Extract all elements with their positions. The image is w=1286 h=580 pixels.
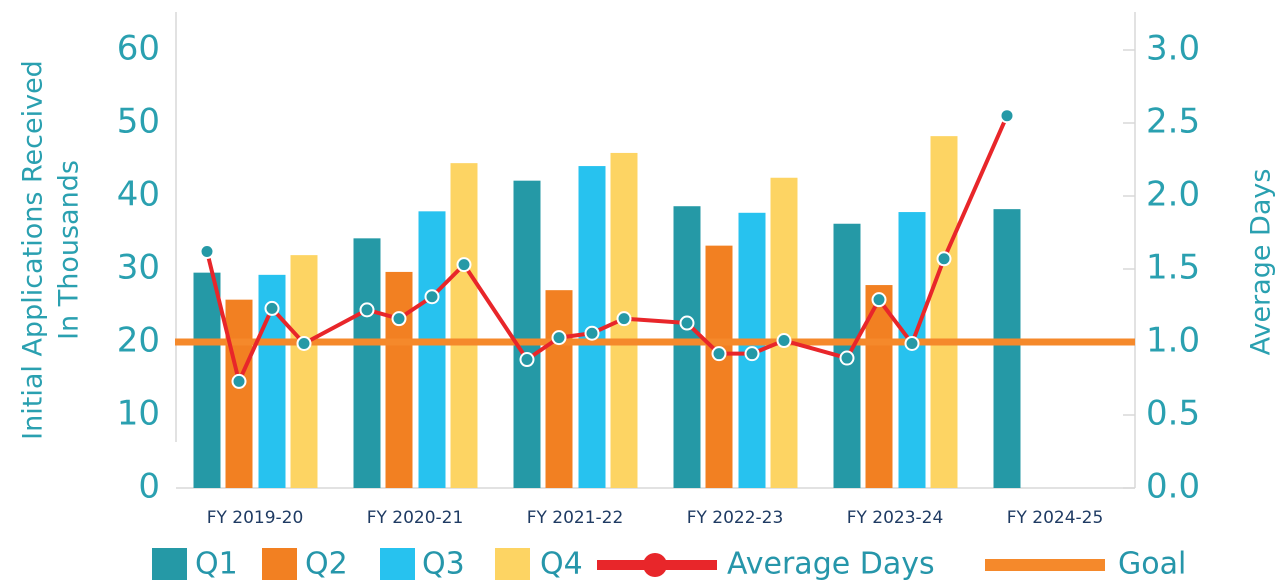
bar xyxy=(930,136,958,488)
x-tick-label: FY 2022-23 xyxy=(687,508,784,528)
x-tick-label: FY 2021-22 xyxy=(527,508,624,528)
average-days-marker xyxy=(904,335,920,351)
average-days-marker xyxy=(264,300,280,316)
bar xyxy=(385,271,413,488)
average-days-marker xyxy=(871,292,887,308)
average-days-marker xyxy=(679,315,695,331)
legend-label: Q4 xyxy=(540,547,583,580)
average-days-marker xyxy=(711,346,727,362)
x-tick-label: FY 2020-21 xyxy=(367,508,464,528)
bar xyxy=(450,163,478,488)
y-tick-label: 40 xyxy=(117,175,160,215)
y-tick-label: 60 xyxy=(117,29,160,69)
y2-tick-label: 1.5 xyxy=(1146,248,1200,288)
legend-swatch xyxy=(152,548,187,580)
legend-label: Q1 xyxy=(195,547,238,580)
y2-tick-label: 2.0 xyxy=(1146,175,1200,215)
average-days-marker xyxy=(424,289,440,305)
y2-tick-label: 3.0 xyxy=(1146,29,1200,69)
x-tick-label: FY 2024-25 xyxy=(1007,508,1104,528)
bar xyxy=(705,245,733,488)
average-days-marker xyxy=(999,108,1015,124)
y-tick-label: 30 xyxy=(117,248,160,288)
legend-swatch xyxy=(380,548,415,580)
y-tick-label: 10 xyxy=(117,394,160,434)
average-days-marker xyxy=(391,311,407,327)
x-tick-label: FY 2019-20 xyxy=(207,508,304,528)
bar xyxy=(513,180,541,489)
legend-swatch xyxy=(262,548,297,580)
average-days-marker xyxy=(616,311,632,327)
y2-axis-label: Average Days xyxy=(1246,169,1277,356)
bar xyxy=(993,209,1021,488)
y-axis-label: Initial Applications Received xyxy=(18,60,49,440)
average-days-marker xyxy=(199,243,215,259)
average-days-marker xyxy=(359,302,375,318)
y2-tick-label: 0.5 xyxy=(1146,394,1200,434)
legend-swatch xyxy=(495,548,530,580)
legend-label: Average Days xyxy=(727,547,935,580)
y2-tick-label: 0.0 xyxy=(1146,467,1200,507)
average-days-marker xyxy=(744,346,760,362)
legend-label: Q3 xyxy=(422,547,465,580)
average-days-marker xyxy=(296,335,312,351)
average-days-marker xyxy=(776,333,792,349)
average-days-marker xyxy=(551,330,567,346)
bar xyxy=(418,211,446,488)
average-days-marker xyxy=(936,251,952,267)
bar xyxy=(353,238,381,488)
y-tick-label: 50 xyxy=(117,102,160,142)
average-days-marker xyxy=(231,373,247,389)
legend-marker xyxy=(643,553,667,577)
average-days-marker xyxy=(456,257,472,273)
y2-tick-label: 1.0 xyxy=(1146,321,1200,361)
average-days-marker xyxy=(519,352,535,368)
y2-tick-label: 2.5 xyxy=(1146,102,1200,142)
bar xyxy=(770,177,798,488)
bar xyxy=(545,290,573,488)
average-days-marker xyxy=(839,350,855,366)
y-axis-label: In Thousands xyxy=(54,160,85,340)
y-tick-label: 20 xyxy=(117,321,160,361)
x-tick-label: FY 2023-24 xyxy=(847,508,944,528)
legend-label: Q2 xyxy=(305,547,348,580)
bar xyxy=(290,255,318,488)
bar xyxy=(225,299,253,488)
average-days-marker xyxy=(584,325,600,341)
bar xyxy=(673,206,701,488)
y-tick-label: 0 xyxy=(138,467,160,507)
legend-label: Goal xyxy=(1118,547,1186,580)
bar xyxy=(193,272,221,488)
